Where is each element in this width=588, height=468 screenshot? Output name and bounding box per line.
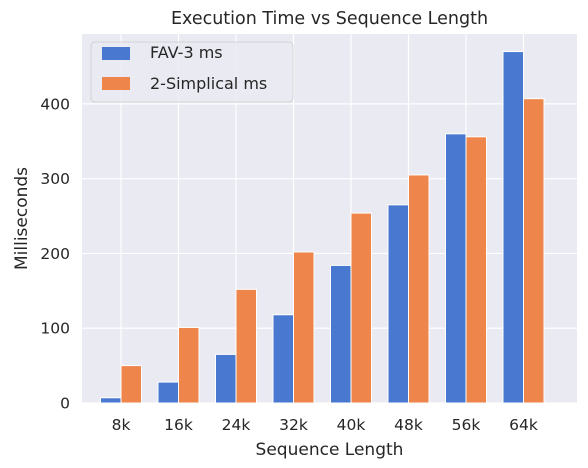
y-axis-label: Milliseconds bbox=[12, 167, 32, 270]
bar-2simplical-16k bbox=[178, 326, 200, 404]
bar-2simplical-56k bbox=[465, 136, 487, 404]
legend-swatch-2simplical bbox=[102, 77, 130, 90]
bar-2simplical-8k bbox=[120, 365, 142, 404]
bar-fav3-16k bbox=[157, 381, 179, 404]
y-tick-label: 0 bbox=[60, 395, 70, 413]
bar-fav3-56k bbox=[445, 133, 467, 404]
x-tick-label: 40k bbox=[337, 416, 366, 434]
x-tick-label: 56k bbox=[452, 416, 481, 434]
bar-fav3-32k bbox=[272, 314, 294, 404]
y-tick-label: 300 bbox=[40, 170, 70, 188]
bar-2simplical-40k bbox=[350, 212, 372, 404]
chart-title: Execution Time vs Sequence Length bbox=[171, 9, 488, 29]
legend-box bbox=[90, 41, 294, 103]
y-tick-labels: 0 100 200 300 400 bbox=[40, 95, 70, 412]
bar-fav3-64k bbox=[502, 51, 524, 404]
bar-fav3-48k bbox=[387, 204, 409, 404]
bar-2simplical-48k bbox=[408, 174, 430, 404]
y-tick-label: 400 bbox=[40, 95, 70, 113]
x-tick-label: 16k bbox=[164, 416, 193, 434]
x-tick-label: 24k bbox=[222, 416, 251, 434]
y-tick-label: 200 bbox=[40, 245, 70, 263]
x-tick-label: 48k bbox=[394, 416, 423, 434]
legend-label-fav3: FAV-3 ms bbox=[150, 43, 223, 62]
bar-fav3-8k bbox=[100, 397, 122, 404]
bars bbox=[100, 51, 545, 404]
legend-label-2simplical: 2-Simplical ms bbox=[150, 74, 267, 93]
x-tick-label: 8k bbox=[112, 416, 131, 434]
bar-2simplical-64k bbox=[523, 98, 545, 404]
bar-fav3-24k bbox=[215, 353, 237, 404]
legend-swatch-fav3 bbox=[102, 47, 130, 60]
bar-2simplical-32k bbox=[293, 251, 315, 404]
x-tick-labels: 8k 16k 24k 32k 40k 48k 56k 64k bbox=[112, 416, 538, 434]
bar-fav3-40k bbox=[330, 264, 352, 404]
x-tick-label: 64k bbox=[509, 416, 538, 434]
x-axis-label: Sequence Length bbox=[256, 440, 404, 460]
legend: FAV-3 ms 2-Simplical ms bbox=[90, 41, 294, 103]
x-tick-label: 32k bbox=[279, 416, 308, 434]
y-tick-label: 100 bbox=[40, 320, 70, 338]
bar-2simplical-24k bbox=[235, 288, 257, 404]
